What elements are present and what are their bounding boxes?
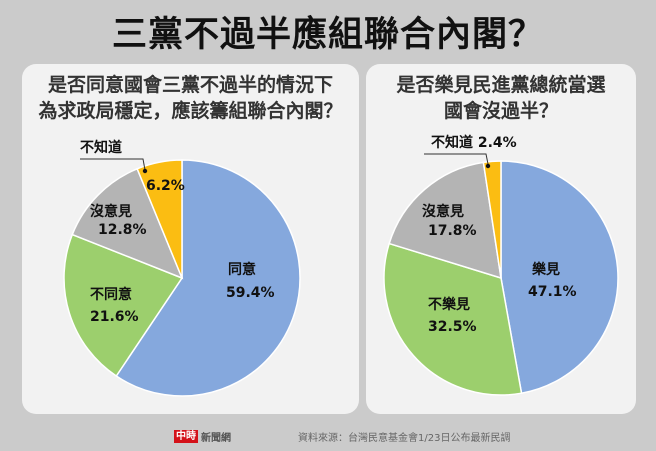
- left-disagree-name: 不同意: [90, 287, 132, 303]
- source-note: 資料來源：台灣民意基金會1/23日公布最新民調: [298, 433, 511, 444]
- china-times-logo: 中時 新聞網: [174, 429, 231, 444]
- pie-slice: [383, 242, 523, 396]
- right-notglad-name: 不樂見: [428, 297, 470, 313]
- right-question-line1: 是否樂見民進黨總統當選: [396, 74, 606, 96]
- left-disagree-value: 21.6%: [90, 309, 139, 325]
- left-chart-panel: 是否同意國會三黨不過半的情況下 為求政局穩定，應該籌組聯合內閣？ 不知道 6.2…: [22, 64, 359, 414]
- logo-text: 新聞網: [201, 432, 231, 444]
- right-glad-name: 樂見: [532, 262, 560, 278]
- right-glad-value: 47.1%: [528, 284, 577, 300]
- leader-line: [80, 158, 146, 171]
- left-dontknow-value: 6.2%: [146, 178, 185, 194]
- left-question-line1: 是否同意國會三黨不過半的情況下: [47, 74, 333, 96]
- pie-slice: [115, 159, 301, 397]
- pie-slice: [71, 167, 184, 280]
- logo-badge: 中時: [174, 429, 198, 443]
- left-noopinion-name: 沒意見: [90, 204, 132, 220]
- left-dontknow-name: 不知道: [80, 140, 122, 156]
- pie-slice: [482, 160, 502, 279]
- left-agree-name: 同意: [228, 262, 256, 278]
- left-pie-chart: [63, 158, 301, 397]
- pie-slice: [388, 161, 502, 280]
- right-question-line2: 國會沒過半？: [443, 100, 558, 122]
- right-dontknow-label: 不知道 2.4%: [431, 135, 517, 151]
- left-question: 是否同意國會三黨不過半的情況下 為求政局穩定，應該籌組聯合內閣？: [22, 72, 359, 124]
- main-title: 三黨不過半應組聯合內閣？: [111, 15, 544, 55]
- right-pie-chart: [383, 153, 619, 396]
- leader-line: [424, 153, 489, 165]
- right-question: 是否樂見民進黨總統當選 國會沒過半？: [366, 72, 636, 124]
- right-noopinion-value: 17.8%: [428, 223, 477, 239]
- left-question-line2: 為求政局穩定，應該籌組聯合內閣？: [38, 100, 343, 122]
- right-notglad-value: 32.5%: [428, 319, 477, 335]
- right-noopinion-name: 沒意見: [422, 204, 464, 220]
- pie-slice: [63, 233, 184, 378]
- right-chart-panel: 是否樂見民進黨總統當選 國會沒過半？ 不知道 2.4% 沒意見 17.8% 不樂…: [366, 64, 636, 414]
- left-agree-value: 59.4%: [226, 285, 275, 301]
- leader-dot: [485, 163, 491, 169]
- left-noopinion-value: 12.8%: [98, 222, 147, 238]
- pie-slice: [136, 159, 183, 279]
- leader-dot: [142, 168, 148, 174]
- pie-slice: [500, 160, 619, 395]
